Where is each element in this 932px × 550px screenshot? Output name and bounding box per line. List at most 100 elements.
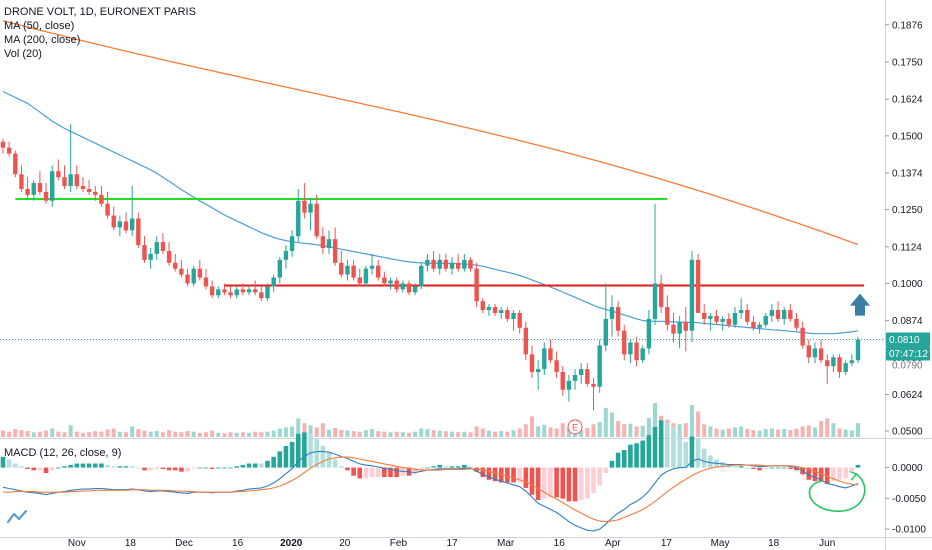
volume-bar xyxy=(419,428,424,437)
macd-histogram-bar xyxy=(295,433,301,468)
candle-body xyxy=(486,307,492,311)
macd-histogram-bar xyxy=(566,467,572,502)
volume-bar xyxy=(296,418,301,437)
macd-histogram-bar xyxy=(412,467,418,475)
macd-histogram-bar xyxy=(302,432,307,468)
macd-histogram-bar xyxy=(517,467,522,483)
macd-histogram-bar xyxy=(382,467,387,478)
volume-bar xyxy=(370,429,375,437)
macd-histogram-bar xyxy=(738,466,744,468)
candle-body xyxy=(763,315,768,325)
legend-vol: Vol (20) xyxy=(4,48,42,60)
macd-histogram-bar xyxy=(658,420,664,468)
candle-body xyxy=(369,265,375,269)
macd-histogram-bar xyxy=(209,467,215,469)
candle-body xyxy=(794,318,799,328)
volume-bar xyxy=(173,431,178,437)
volume-bar xyxy=(333,427,338,437)
candle-body xyxy=(185,274,190,284)
candle-body xyxy=(216,289,221,296)
volume-bar xyxy=(776,429,781,437)
candle-body xyxy=(320,236,326,249)
time-tick-label: 20 xyxy=(339,538,351,549)
macd-histogram-bar xyxy=(505,467,510,483)
macd-histogram-bar xyxy=(671,427,676,468)
candle-body xyxy=(80,186,86,189)
macd-histogram-bar xyxy=(806,467,812,480)
candle-body xyxy=(800,327,805,346)
ma200-line xyxy=(2,20,859,246)
candle-body xyxy=(419,265,424,287)
candle-body xyxy=(677,321,682,334)
volume-bar xyxy=(462,431,467,437)
macd-histogram-bar xyxy=(25,467,30,469)
candle-body xyxy=(412,286,418,293)
candle-body xyxy=(579,369,584,375)
macd-histogram-bar xyxy=(855,464,861,468)
volume-bar xyxy=(222,433,227,437)
volume-bar xyxy=(517,428,522,437)
price-tick-label: 0.1374 xyxy=(892,169,923,180)
macd-histogram-bar xyxy=(123,466,129,468)
volume-bar xyxy=(117,431,122,437)
candle-body xyxy=(68,174,73,187)
volume-bar xyxy=(357,431,362,437)
candle-body xyxy=(831,357,836,367)
volume-bar xyxy=(56,431,61,437)
macd-histogram-bar xyxy=(37,467,43,471)
time-tick-label: Jun xyxy=(819,538,835,549)
volume-bar xyxy=(856,423,860,437)
volume-bar xyxy=(689,405,694,437)
macd-histogram-bar xyxy=(535,467,541,501)
volume-bar xyxy=(456,432,461,437)
candle-body xyxy=(345,265,350,275)
macd-histogram-bar xyxy=(388,467,393,478)
volume-bar xyxy=(499,431,504,437)
macd-histogram-bar xyxy=(314,439,320,468)
macd-histogram-bar xyxy=(222,467,227,469)
volume-bar xyxy=(425,429,430,437)
candle-body xyxy=(535,369,541,373)
volume-bar xyxy=(142,430,147,437)
volume-bar xyxy=(388,432,393,437)
candle-body xyxy=(745,310,750,322)
volume-bar xyxy=(413,431,418,437)
candle-body xyxy=(142,245,147,260)
macd-histogram-bar xyxy=(634,443,639,468)
macd-histogram-bar xyxy=(578,467,584,501)
macd-histogram-bar xyxy=(591,467,596,494)
time-tick-label: 18 xyxy=(768,538,780,549)
candle-body xyxy=(62,177,67,187)
volume-bar xyxy=(25,431,30,437)
volume-bar xyxy=(271,430,276,437)
macd-histogram-bar xyxy=(812,467,818,482)
candle-body xyxy=(609,307,615,319)
candle-body xyxy=(695,259,701,313)
time-tick-label: 16 xyxy=(232,538,244,549)
candle-body xyxy=(449,262,455,269)
candle-body xyxy=(597,345,602,387)
volume-bar xyxy=(167,430,172,437)
candle-body xyxy=(837,357,842,373)
macd-histogram-bar xyxy=(554,467,559,498)
candle-body xyxy=(769,310,775,316)
volume-bar xyxy=(148,431,153,437)
candle-body xyxy=(431,259,436,269)
volume-bar xyxy=(13,429,18,437)
volume-bar xyxy=(529,416,534,437)
macd-histogram-bar xyxy=(43,467,49,474)
candle-body xyxy=(462,259,467,269)
candle-body xyxy=(382,277,387,284)
macd-histogram-bar xyxy=(763,467,769,469)
time-tick-label: 16 xyxy=(554,538,566,549)
volume-bar xyxy=(554,428,559,437)
candle-body xyxy=(634,342,639,361)
volume-bar xyxy=(726,428,731,437)
volume-bar xyxy=(185,431,190,437)
macd-histogram-bar xyxy=(775,467,781,469)
volume-bar xyxy=(474,426,479,437)
moving-averages xyxy=(2,20,859,335)
candle-body xyxy=(117,221,123,228)
volume-bar xyxy=(720,429,725,437)
